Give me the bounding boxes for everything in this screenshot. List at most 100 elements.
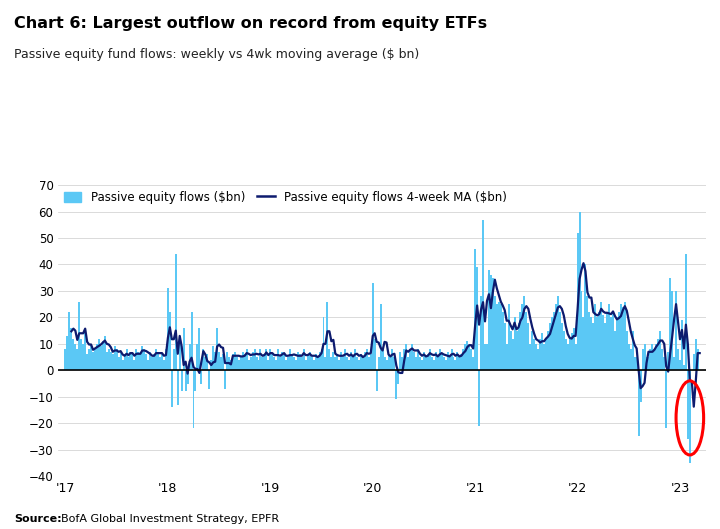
Bar [149, 352, 151, 370]
Bar [644, 344, 646, 370]
Bar [598, 312, 600, 370]
Bar [108, 349, 109, 370]
Bar [140, 354, 141, 370]
Bar [577, 233, 579, 370]
Bar [171, 370, 173, 407]
Bar [557, 296, 559, 370]
Bar [393, 357, 395, 370]
Bar [405, 344, 408, 370]
Bar [445, 360, 446, 370]
Bar [250, 357, 251, 370]
Bar [283, 354, 285, 370]
Bar [279, 357, 281, 370]
Bar [551, 317, 553, 370]
Bar [446, 352, 449, 370]
Bar [192, 370, 194, 428]
Bar [535, 344, 537, 370]
Bar [646, 357, 647, 370]
Bar [527, 323, 529, 370]
Bar [516, 331, 518, 370]
Bar [427, 354, 429, 370]
Bar [636, 357, 638, 370]
Bar [299, 354, 301, 370]
Bar [100, 346, 102, 370]
Legend: Passive equity flows ($bn), Passive equity flows 4-week MA ($bn): Passive equity flows ($bn), Passive equi… [63, 191, 507, 204]
Bar [71, 328, 73, 370]
Bar [301, 357, 303, 370]
Bar [385, 360, 387, 370]
Bar [484, 344, 486, 370]
Bar [197, 344, 199, 370]
Bar [153, 354, 155, 370]
Bar [230, 360, 232, 370]
Bar [218, 352, 220, 370]
Bar [125, 349, 127, 370]
Bar [478, 370, 480, 426]
Bar [523, 296, 526, 370]
Bar [135, 349, 138, 370]
Bar [397, 370, 400, 384]
Bar [683, 365, 685, 370]
Bar [512, 339, 513, 370]
Bar [590, 317, 593, 370]
Bar [222, 354, 224, 370]
Bar [390, 357, 392, 370]
Bar [350, 352, 352, 370]
Bar [116, 349, 117, 370]
Bar [370, 354, 372, 370]
Bar [366, 349, 368, 370]
Bar [320, 349, 323, 370]
Bar [234, 352, 236, 370]
Bar [596, 317, 598, 370]
Bar [246, 349, 248, 370]
Bar [628, 344, 630, 370]
Bar [341, 352, 342, 370]
Bar [336, 354, 338, 370]
Bar [608, 304, 610, 370]
Bar [189, 344, 191, 370]
Bar [342, 357, 344, 370]
Bar [202, 349, 204, 370]
Bar [82, 344, 84, 370]
Bar [697, 349, 698, 370]
Bar [179, 336, 181, 370]
Bar [657, 339, 660, 370]
Bar [88, 349, 90, 370]
Bar [408, 357, 409, 370]
Bar [368, 357, 370, 370]
Bar [68, 312, 71, 370]
Bar [297, 352, 299, 370]
Bar [145, 354, 147, 370]
Bar [411, 344, 413, 370]
Bar [199, 328, 200, 370]
Bar [259, 349, 261, 370]
Text: Passive equity fund flows: weekly vs 4wk moving average ($ bn): Passive equity fund flows: weekly vs 4wk… [14, 48, 420, 61]
Bar [472, 357, 474, 370]
Bar [124, 354, 125, 370]
Bar [109, 352, 112, 370]
Bar [519, 312, 521, 370]
Bar [654, 349, 655, 370]
Bar [675, 291, 677, 370]
Bar [264, 354, 266, 370]
Bar [382, 349, 384, 370]
Bar [151, 357, 153, 370]
Bar [346, 357, 348, 370]
Bar [267, 360, 269, 370]
Bar [630, 349, 631, 370]
Bar [200, 370, 202, 384]
Bar [459, 357, 460, 370]
Bar [423, 352, 425, 370]
Bar [78, 302, 80, 370]
Bar [541, 333, 543, 370]
Bar [545, 339, 547, 370]
Bar [665, 370, 667, 428]
Bar [403, 349, 405, 370]
Bar [309, 352, 311, 370]
Bar [98, 339, 100, 370]
Bar [161, 354, 163, 370]
Bar [291, 354, 293, 370]
Bar [238, 360, 240, 370]
Bar [344, 349, 346, 370]
Bar [317, 357, 318, 370]
